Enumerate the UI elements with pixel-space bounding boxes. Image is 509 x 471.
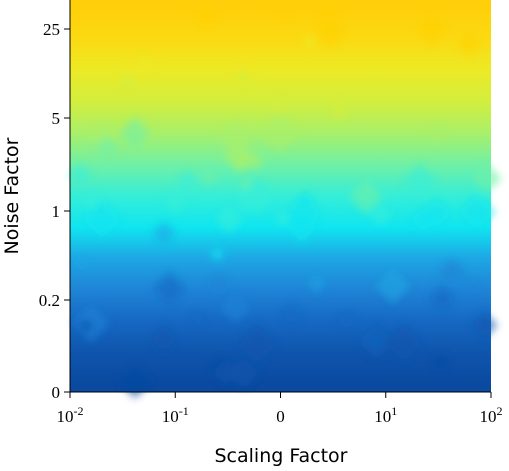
heatmap-cell — [209, 246, 226, 263]
x-tick-label: 0 — [276, 407, 285, 426]
heatmap-cell — [212, 358, 239, 385]
y-tick-label: 1 — [52, 202, 61, 221]
heatmap-cell — [200, 168, 219, 187]
heatmap-cell — [207, 272, 230, 295]
y-tick-label: 0.2 — [39, 291, 60, 310]
heatmap-cell — [237, 325, 277, 364]
heatmap-cell — [385, 324, 423, 362]
x-tick-label: 102 — [480, 404, 503, 426]
heatmap-cell — [218, 119, 252, 153]
heatmap-cell — [153, 271, 187, 306]
x-tick-label: 10-1 — [162, 404, 189, 426]
y-ticks: 0 0.2 1 5 25 — [39, 20, 70, 402]
heatmap-cell — [68, 163, 92, 186]
heatmap-cell — [284, 194, 322, 232]
y-tick-label: 25 — [43, 20, 60, 39]
x-tick-label: 10-2 — [57, 404, 84, 426]
heatmap-cell — [429, 285, 456, 312]
heatmap-cell — [194, 4, 220, 31]
heatmap-cell — [313, 14, 348, 49]
heatmap-cell — [465, 280, 480, 295]
heatmap-cell — [214, 205, 243, 234]
heatmap-cell — [238, 176, 276, 214]
heatmap-cell — [235, 69, 252, 86]
heatmap-cell — [267, 94, 288, 115]
heatmap-cell — [176, 170, 199, 194]
heatmap-cell — [369, 203, 393, 227]
heatmap-cell — [151, 325, 178, 352]
heatmap-cell — [81, 187, 103, 209]
heatmap-cell — [118, 366, 152, 399]
heatmap-cell — [307, 274, 326, 293]
heatmap-cell — [336, 309, 357, 330]
heatmap-cell — [82, 199, 122, 239]
heatmap-cell — [133, 55, 157, 79]
heatmap-cell — [73, 254, 90, 271]
heatmap-surface — [70, 0, 491, 392]
heatmap-cell — [301, 33, 318, 50]
x-axis-title: Scaling Factor — [214, 445, 347, 467]
heatmap-cell — [88, 120, 116, 148]
heatmap-cell — [72, 303, 111, 342]
heatmap-cell — [247, 154, 264, 171]
y-tick-label: 0 — [52, 383, 61, 402]
heatmap-cell — [281, 302, 304, 325]
heatmap-cell — [77, 317, 94, 334]
heatmap-cell — [348, 179, 383, 215]
heatmap-cell — [118, 72, 137, 92]
y-axis-title: Noise Factor — [1, 137, 23, 254]
heatmap-cell — [415, 12, 449, 46]
heatmap-cell — [432, 353, 450, 370]
y-tick-label: 5 — [52, 109, 61, 128]
heatmap-cell — [374, 268, 411, 305]
plot-area — [68, 0, 502, 399]
heatmap-cell — [426, 123, 447, 144]
x-tick-label: 101 — [374, 404, 397, 426]
x-ticks: 10-2 10-1 0 101 102 — [57, 392, 503, 426]
heatmap-cell — [472, 312, 498, 338]
